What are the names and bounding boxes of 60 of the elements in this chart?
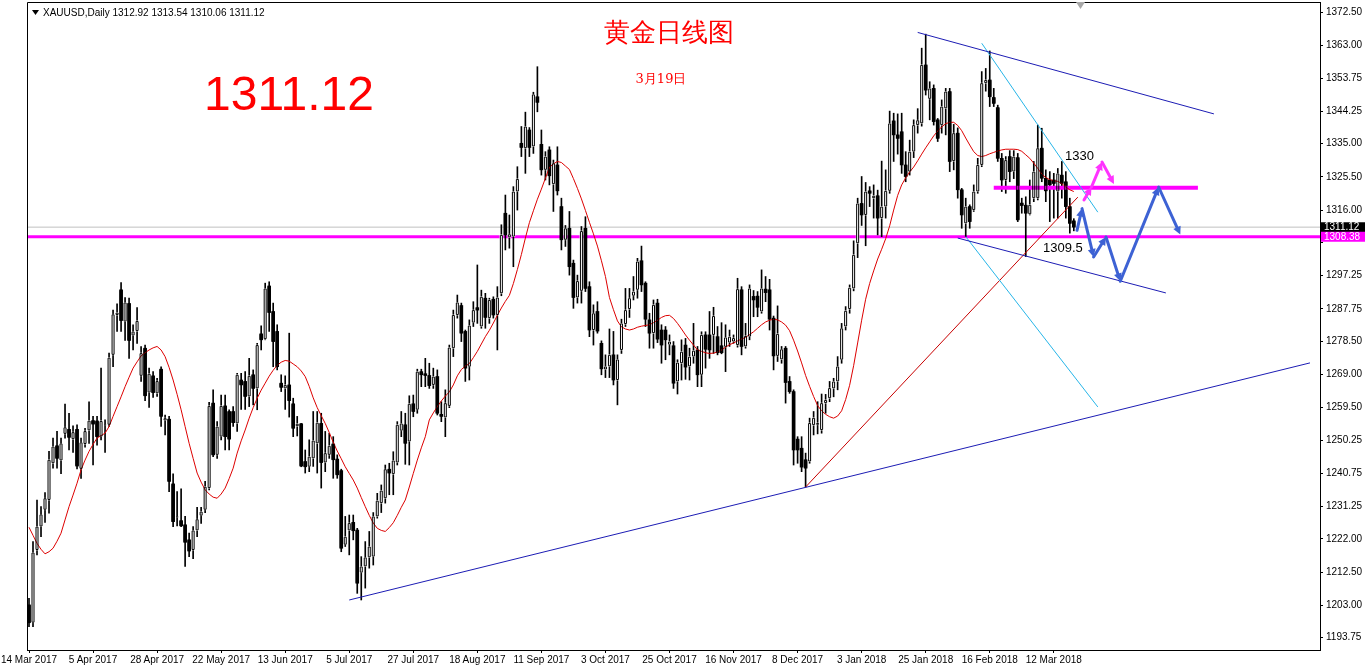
candlestick [91, 416, 95, 466]
x-tick-label: 16 Nov 2017 [705, 653, 763, 665]
x-tick-label: 27 Jul 2017 [387, 653, 440, 665]
ref-line-label: 1311.12 [1324, 221, 1360, 233]
text: 3月19日 [635, 71, 687, 86]
y-tick-label: 1278.50 [1326, 334, 1363, 346]
x-tick-label: 28 Apr 2017 [130, 653, 185, 665]
annotation: 1330 [1065, 147, 1094, 163]
candlestick [683, 338, 688, 380]
candlestick [1051, 173, 1056, 219]
text: 黄金日线图 [604, 17, 734, 47]
x-tick-label: 5 Apr 2017 [68, 653, 118, 665]
x-tick-label: 11 Sep 2017 [513, 653, 570, 665]
y-tick-label: 1372.50 [1326, 6, 1363, 18]
annotation: XAUUSD,Daily 1312.92 1313.54 1310.06 1311.12 [43, 7, 265, 18]
x-tick-label: 12 Mar 2018 [1025, 653, 1083, 665]
x-tick-label: 3 Jan 2018 [836, 653, 887, 665]
x-tick-label: 25 Jan 2018 [898, 653, 954, 665]
y-tick-label: 1363.00 [1326, 39, 1363, 51]
y-tick-label: 1250.25 [1326, 433, 1363, 445]
y-tick-label: 1344.25 [1326, 105, 1363, 117]
x-tick-label: 13 Jun 2017 [257, 653, 314, 665]
y-tick-label: 1222.00 [1326, 532, 1363, 544]
x-tick-label: 16 Feb 2018 [961, 653, 1019, 665]
y-tick-label: 1269.00 [1326, 368, 1363, 380]
y-tick-label: 1212.50 [1326, 565, 1363, 577]
x-tick-label: 18 Aug 2017 [449, 653, 506, 665]
candlestick [651, 299, 656, 349]
candlestick [663, 326, 668, 361]
candlestick [699, 331, 704, 387]
candlestick [347, 514, 352, 556]
y-tick-label: 1325.50 [1326, 170, 1363, 182]
annotation: 1311.12 [204, 67, 374, 120]
x-tick-label: 8 Dec 2017 [772, 653, 824, 665]
y-tick-label: 1353.75 [1326, 71, 1363, 83]
y-tick-label: 1287.75 [1326, 302, 1363, 314]
candlestick [1023, 196, 1028, 257]
y-tick-label: 1259.50 [1326, 401, 1363, 413]
y-tick-label: 1316.00 [1326, 203, 1363, 215]
x-tick-label: 3 Oct 2017 [580, 653, 631, 665]
candlestick [671, 341, 676, 389]
y-tick-label: 1193.75 [1326, 631, 1362, 643]
candlestick [387, 462, 392, 496]
x-tick-label: 22 May 2017 [192, 653, 251, 665]
candlestick [1047, 171, 1052, 222]
x-tick-label: 14 Mar 2017 [0, 653, 58, 665]
y-tick-label: 1335.00 [1326, 137, 1363, 149]
ref-line-label: 1308.38 [1324, 230, 1361, 242]
annotation: 1309.5 [1043, 240, 1083, 255]
candlestick [667, 334, 672, 356]
y-tick-label: 1203.00 [1326, 598, 1363, 610]
x-tick-label: 5 Jul 2017 [326, 653, 373, 665]
y-tick-label: 1231.25 [1326, 500, 1363, 512]
candlestick [687, 347, 692, 381]
candlestick [679, 339, 684, 381]
y-tick-label: 1297.25 [1326, 269, 1363, 281]
candlestick [423, 358, 428, 387]
y-tick-label: 1240.75 [1326, 466, 1363, 478]
candlestick [283, 375, 288, 410]
x-tick-label: 25 Oct 2017 [642, 653, 698, 665]
